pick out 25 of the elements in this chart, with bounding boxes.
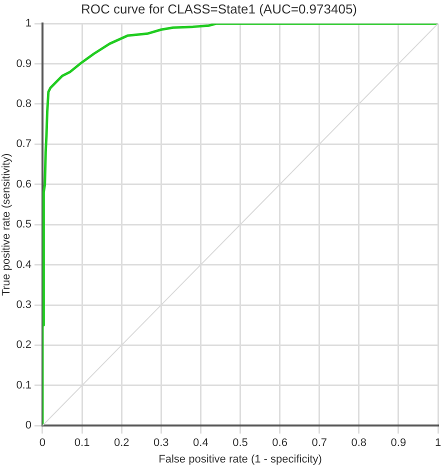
x-tick-label: 0.9 bbox=[390, 437, 406, 450]
y-tick-label: 0.6 bbox=[16, 178, 32, 190]
y-tick-label: 0.4 bbox=[16, 258, 32, 271]
chart-title: ROC curve for CLASS=State1 (AUC=0.973405) bbox=[80, 1, 358, 16]
x-tick-label: 0.3 bbox=[153, 437, 169, 450]
x-axis-title: False positive rate (1 - specificity) bbox=[158, 453, 322, 466]
x-tick-label: 0.5 bbox=[232, 437, 248, 450]
x-tick-label: 0.1 bbox=[74, 437, 90, 450]
y-tick-label: 0.8 bbox=[16, 98, 32, 110]
x-tick-label: 1 bbox=[434, 437, 442, 450]
x-tick-label: 0.6 bbox=[272, 437, 288, 450]
y-tick-label: 0.5 bbox=[16, 218, 32, 231]
x-tick-label: 0.4 bbox=[193, 437, 208, 450]
y-tick-label: 0.3 bbox=[16, 299, 32, 312]
x-tick-label: 0.8 bbox=[351, 437, 367, 450]
y-tick-label: 0.1 bbox=[16, 379, 32, 392]
y-tick-label: 0 bbox=[25, 420, 32, 432]
y-tick-label: 0.9 bbox=[16, 58, 32, 70]
y-tick-label: 0.2 bbox=[16, 339, 32, 352]
x-tick-label: 0.7 bbox=[312, 437, 327, 450]
x-tick-label: 0 bbox=[39, 437, 46, 450]
x-tick-label: 0.2 bbox=[114, 437, 130, 450]
y-tick-label: 1 bbox=[25, 18, 32, 30]
y-axis-title: True positive rate (sensitivity) bbox=[0, 153, 13, 296]
y-tick-label: 0.7 bbox=[16, 138, 32, 150]
